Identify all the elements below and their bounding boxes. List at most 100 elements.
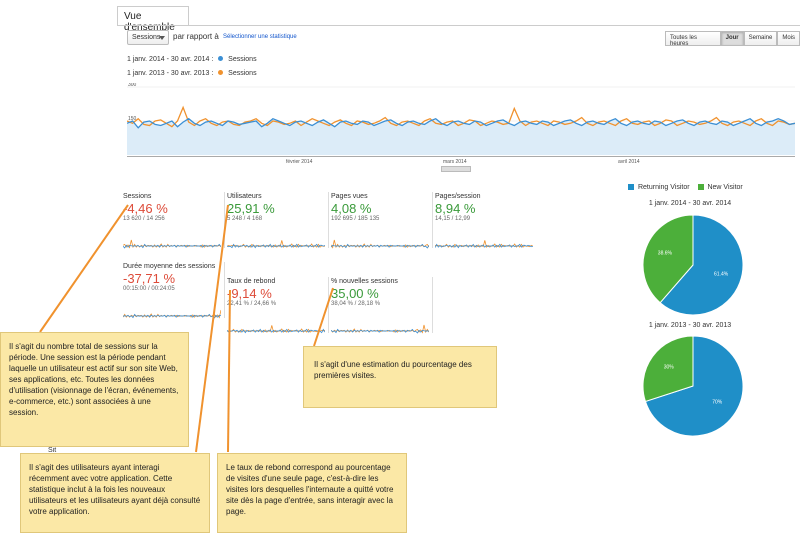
previous-dot-icon <box>218 70 224 75</box>
x-tick-label: février 2014 <box>286 159 313 165</box>
range-hourly-button[interactable]: Toutes les heures <box>665 31 721 47</box>
current-dot-icon <box>218 56 224 61</box>
metric-change: -37,71 % <box>123 271 176 286</box>
metric-divider <box>328 192 329 248</box>
sparkline-series <box>123 309 221 319</box>
metric-values: 38,04 % / 28,18 % <box>331 301 381 307</box>
legend-current-dates: 1 janv. 2014 - 30 avr. 2014 : <box>127 56 214 63</box>
metric-change: 4,08 % <box>331 201 372 216</box>
note-sessions: Il s'agit du nombre total de sessions su… <box>0 332 189 447</box>
callout-line <box>39 204 129 333</box>
metric-sparkline <box>435 240 533 249</box>
select-stat-link[interactable]: Sélectionner une statistique <box>223 34 297 40</box>
sparkline-series <box>123 243 221 249</box>
metric-sparkline <box>331 239 429 249</box>
metric-change: 8,94 % <box>435 201 476 216</box>
returning-swatch-icon <box>628 184 634 191</box>
metric-change: 25,91 % <box>227 201 275 216</box>
new-slice[interactable] <box>642 215 694 304</box>
metric-card[interactable]: Taux de rebond -9,14 % 22,41 % / 24,66 % <box>227 277 325 335</box>
x-tick-label: avril 2014 <box>618 159 640 165</box>
callout-line <box>227 289 231 453</box>
metric-sparkline <box>227 240 325 249</box>
sparkline-series <box>435 243 533 249</box>
partially-hidden-text: Sit <box>48 447 57 454</box>
new-legend-label: New Visitor <box>707 184 743 191</box>
metric-values: 13 620 / 14 256 <box>123 216 165 222</box>
new-pct-label: 38.6% <box>658 250 673 256</box>
range-buttons: Toutes les heures Jour Semaine Mois <box>665 31 800 47</box>
metric-sparkline <box>123 309 221 319</box>
note-users: Il s'agit des utilisateurs ayant interag… <box>20 453 210 533</box>
pie-title: 1 janv. 2013 - 30 avr. 2013 <box>648 322 732 329</box>
returning-legend-label: Returning Visitor <box>637 184 690 191</box>
metric-name: Pages vues <box>331 193 368 200</box>
range-day-button[interactable]: Jour <box>720 31 744 46</box>
metric-name: Sessions <box>123 193 152 200</box>
metric-sparkline <box>123 239 221 249</box>
metric-select[interactable]: Sessions <box>127 30 169 45</box>
legend-previous: 1 janv. 2013 - 30 avr. 2013 : Sessions <box>127 70 257 77</box>
range-week-button[interactable]: Semaine <box>743 31 778 46</box>
metric-change: -9,14 % <box>227 286 272 301</box>
metric-divider <box>432 192 433 248</box>
metric-name: Durée moyenne des sessions <box>123 263 216 270</box>
metric-change: -4,46 % <box>123 201 168 216</box>
current-series-area <box>127 118 795 155</box>
legend-previous-series: Sessions <box>228 70 257 77</box>
metric-card[interactable]: % nouvelles sessions 35,00 % 38,04 % / 28,… <box>331 277 429 335</box>
legend-current-series: Sessions <box>228 56 257 63</box>
metric-divider <box>224 192 225 248</box>
sparkline-series <box>227 328 325 334</box>
metric-name: Pages/session <box>435 193 481 200</box>
new-pct-label: 30% <box>664 364 675 370</box>
legend-current: 1 janv. 2014 - 30 avr. 2014 : Sessions <box>127 56 257 63</box>
metric-card[interactable]: Pages/session 8,94 % 14,15 / 12,99 <box>435 192 533 250</box>
pie-chart-2014: 61.4% 38.6% <box>642 215 744 316</box>
x-axis <box>127 156 795 157</box>
metric-select-value: Sessions <box>132 34 161 41</box>
returning-pct-label: 70% <box>712 400 723 406</box>
metric-divider <box>224 262 225 318</box>
sparkline-series <box>331 328 429 334</box>
chart-resize-handle[interactable] <box>441 166 471 172</box>
metric-name: Utilisateurs <box>227 193 262 200</box>
callout-line <box>195 204 229 453</box>
metric-sparkline <box>227 325 325 334</box>
y-tick-label: 300 <box>128 83 137 88</box>
metric-name: Taux de rebond <box>227 278 276 285</box>
x-tick-label: mars 2014 <box>443 159 467 165</box>
new-swatch-icon <box>697 184 704 191</box>
metric-divider <box>328 277 329 333</box>
returning-slice[interactable] <box>659 215 744 316</box>
sparkline-series <box>123 313 221 319</box>
metric-values: 22,41 % / 24,66 % <box>227 301 277 307</box>
pie-legend: Returning Visitor New Visitor <box>628 184 743 191</box>
metric-name: % nouvelles sessions <box>331 278 398 285</box>
metric-card[interactable]: Utilisateurs 25,91 % 5 248 / 4 168 <box>227 192 325 250</box>
returning-slice[interactable] <box>644 336 744 437</box>
current-series-line <box>127 117 795 129</box>
chevron-down-icon <box>159 36 165 40</box>
pie-title: 1 janv. 2014 - 30 avr. 2014 <box>648 200 732 207</box>
sparkline-series <box>227 243 325 249</box>
previous-series-line <box>127 105 795 128</box>
new-slice[interactable] <box>642 336 694 403</box>
sessions-line-chart: 300 150 <box>127 83 795 155</box>
metric-card[interactable]: Sessions -4,46 % 13 620 / 14 256 <box>123 192 221 250</box>
pie-chart-2013: 70% 30% <box>642 336 744 437</box>
metric-change: 35,00 % <box>331 286 379 301</box>
callout-line <box>313 287 334 347</box>
sparkline-series <box>331 243 429 249</box>
tab-divider <box>117 25 800 26</box>
sparkline-series <box>435 240 533 248</box>
legend-previous-dates: 1 janv. 2013 - 30 avr. 2013 : <box>127 70 214 77</box>
metric-card[interactable]: Pages vues 4,08 % 192 695 / 185 135 <box>331 192 429 250</box>
metric-values: 14,15 / 12,99 <box>435 216 471 222</box>
metric-card[interactable]: Durée moyenne des sessions -37,71 % 00:15:… <box>123 262 221 320</box>
metric-values: 5 248 / 4 168 <box>227 216 263 222</box>
tab-overview[interactable]: Vue d'ensemble <box>117 6 189 33</box>
note-new-sessions: Il s'agit d'une estimation du pourcentag… <box>303 346 497 408</box>
note-bounce: Le taux de rebond correspond au pourcent… <box>217 453 407 533</box>
